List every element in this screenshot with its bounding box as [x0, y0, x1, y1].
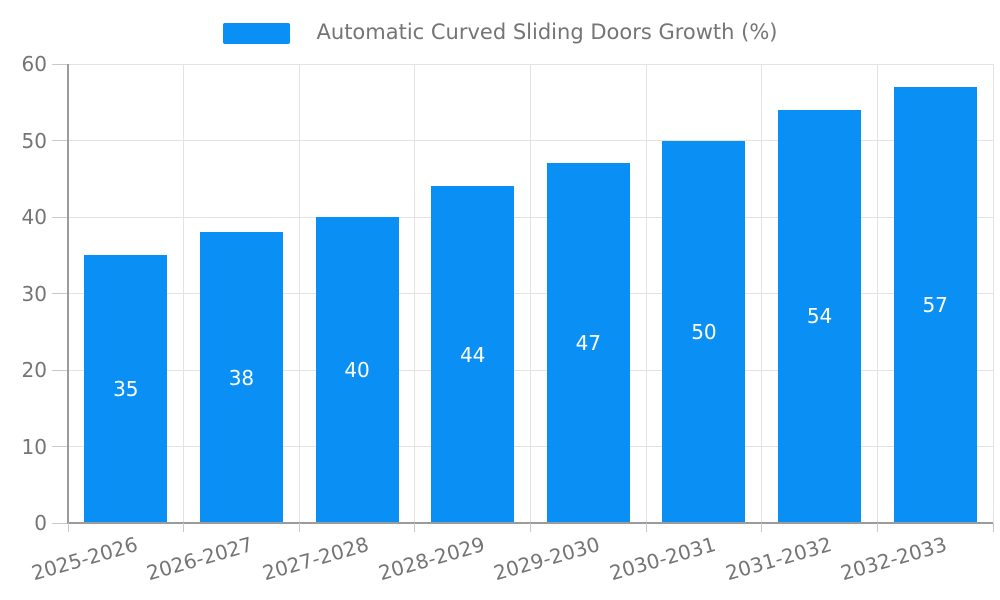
bar-value-label: 50: [691, 319, 717, 344]
x-tick-label: 2027-2028: [259, 532, 372, 586]
bar-value-label: 54: [806, 304, 833, 329]
x-tick-label: 2026-2027: [144, 532, 256, 586]
bar[interactable]: 57: [893, 86, 977, 523]
bar-value-label: 44: [459, 342, 486, 367]
x-axis-tick: [761, 523, 763, 532]
bar-value-label: 40: [344, 358, 370, 382]
v-gridline: [414, 64, 416, 523]
legend-label: Automatic Curved Sliding Doors Growth (%…: [316, 20, 778, 45]
x-tick-label: 2031-2032: [722, 532, 834, 586]
v-gridline: [183, 64, 185, 523]
x-tick-label: 2030-2031: [606, 532, 719, 586]
x-axis-tick: [876, 523, 878, 532]
bar-value-label: 47: [575, 331, 602, 356]
y-axis-line: [67, 64, 69, 523]
y-tick-label: 30: [21, 281, 47, 306]
y-tick-label: 60: [21, 52, 47, 76]
v-gridline: [876, 64, 878, 523]
y-axis-tick: [52, 140, 68, 141]
bar[interactable]: 35: [84, 255, 168, 523]
y-tick-label: 50: [21, 128, 47, 153]
x-tick-label: 2025-2026: [28, 532, 141, 586]
x-axis-tick: [645, 523, 647, 532]
bar-value-label: 57: [922, 292, 948, 317]
x-axis-tick: [67, 523, 69, 532]
y-tick-label: 0: [34, 511, 47, 535]
y-axis-tick: [52, 63, 68, 65]
y-tick-label: 40: [21, 205, 47, 229]
x-tick-label: 2029-2030: [491, 532, 603, 586]
x-axis-tick: [414, 523, 416, 532]
v-gridline: [645, 64, 647, 523]
bar[interactable]: 38: [199, 232, 283, 523]
bar-value-label: 35: [113, 377, 139, 402]
y-axis-tick: [52, 293, 68, 294]
x-axis-tick: [183, 523, 185, 532]
bar[interactable]: 40: [315, 217, 399, 523]
bar-value-label: 38: [228, 365, 255, 390]
x-axis-tick: [298, 523, 300, 532]
bar[interactable]: 47: [546, 163, 630, 523]
y-tick-label: 20: [21, 358, 47, 382]
legend-swatch-icon: [222, 22, 290, 44]
x-tick-label: 2028-2029: [375, 532, 488, 586]
bar[interactable]: 54: [778, 109, 862, 523]
x-axis-tick: [530, 523, 531, 532]
y-tick-label: 10: [21, 434, 47, 459]
y-axis-tick: [52, 446, 68, 447]
bar[interactable]: 44: [431, 186, 515, 523]
bar[interactable]: 50: [662, 140, 746, 523]
v-gridline: [530, 64, 531, 523]
x-tick-label: 2032-2033: [838, 532, 950, 586]
v-gridline: [992, 64, 994, 523]
legend[interactable]: Automatic Curved Sliding Doors Growth (%…: [0, 20, 1000, 45]
v-gridline: [298, 64, 300, 523]
y-axis-tick: [52, 216, 68, 218]
y-axis-tick: [52, 369, 68, 371]
v-gridline: [761, 64, 763, 523]
x-axis-tick: [992, 523, 994, 532]
y-axis-tick: [52, 522, 68, 524]
